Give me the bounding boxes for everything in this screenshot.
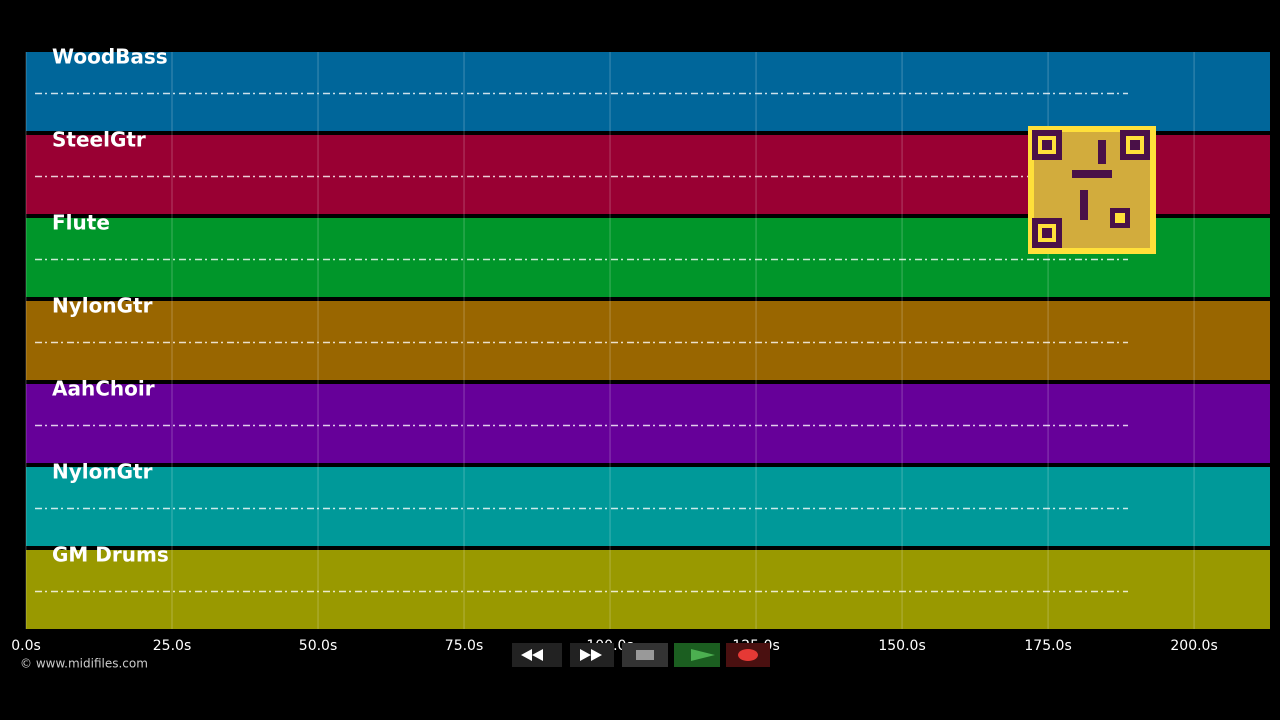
- tick-label: 75.0s: [445, 638, 483, 654]
- track-name: NylonGtr: [52, 294, 153, 318]
- record-button[interactable]: [726, 643, 770, 667]
- tick-label: 25.0s: [153, 638, 191, 654]
- track-name: WoodBass: [52, 45, 168, 69]
- track-name: Flute: [52, 211, 110, 235]
- fast-forward-button[interactable]: [570, 643, 614, 667]
- copyright: © www.midifiles.com: [20, 657, 148, 671]
- tick-label: 150.0s: [878, 638, 925, 654]
- track-name: SteelGtr: [52, 128, 146, 152]
- track-lane: [26, 384, 1270, 463]
- track-name: GM Drums: [52, 543, 169, 567]
- tick-label: 175.0s: [1024, 638, 1071, 654]
- stop-button[interactable]: [622, 643, 668, 667]
- grid: [25, 52, 1195, 629]
- track-lane: [26, 467, 1270, 546]
- track-lane: [26, 550, 1270, 629]
- track-lane: [26, 52, 1270, 131]
- rewind-button[interactable]: [512, 643, 562, 667]
- tick-label: 0.0s: [11, 638, 41, 654]
- qr-code: [1028, 126, 1156, 254]
- track-name: AahChoir: [52, 377, 155, 401]
- tick-label: 50.0s: [299, 638, 337, 654]
- play-button[interactable]: [674, 643, 720, 667]
- track-name: NylonGtr: [52, 460, 153, 484]
- track-lane: [26, 301, 1270, 380]
- transport-controls: [512, 643, 770, 667]
- tick-label: 200.0s: [1170, 638, 1217, 654]
